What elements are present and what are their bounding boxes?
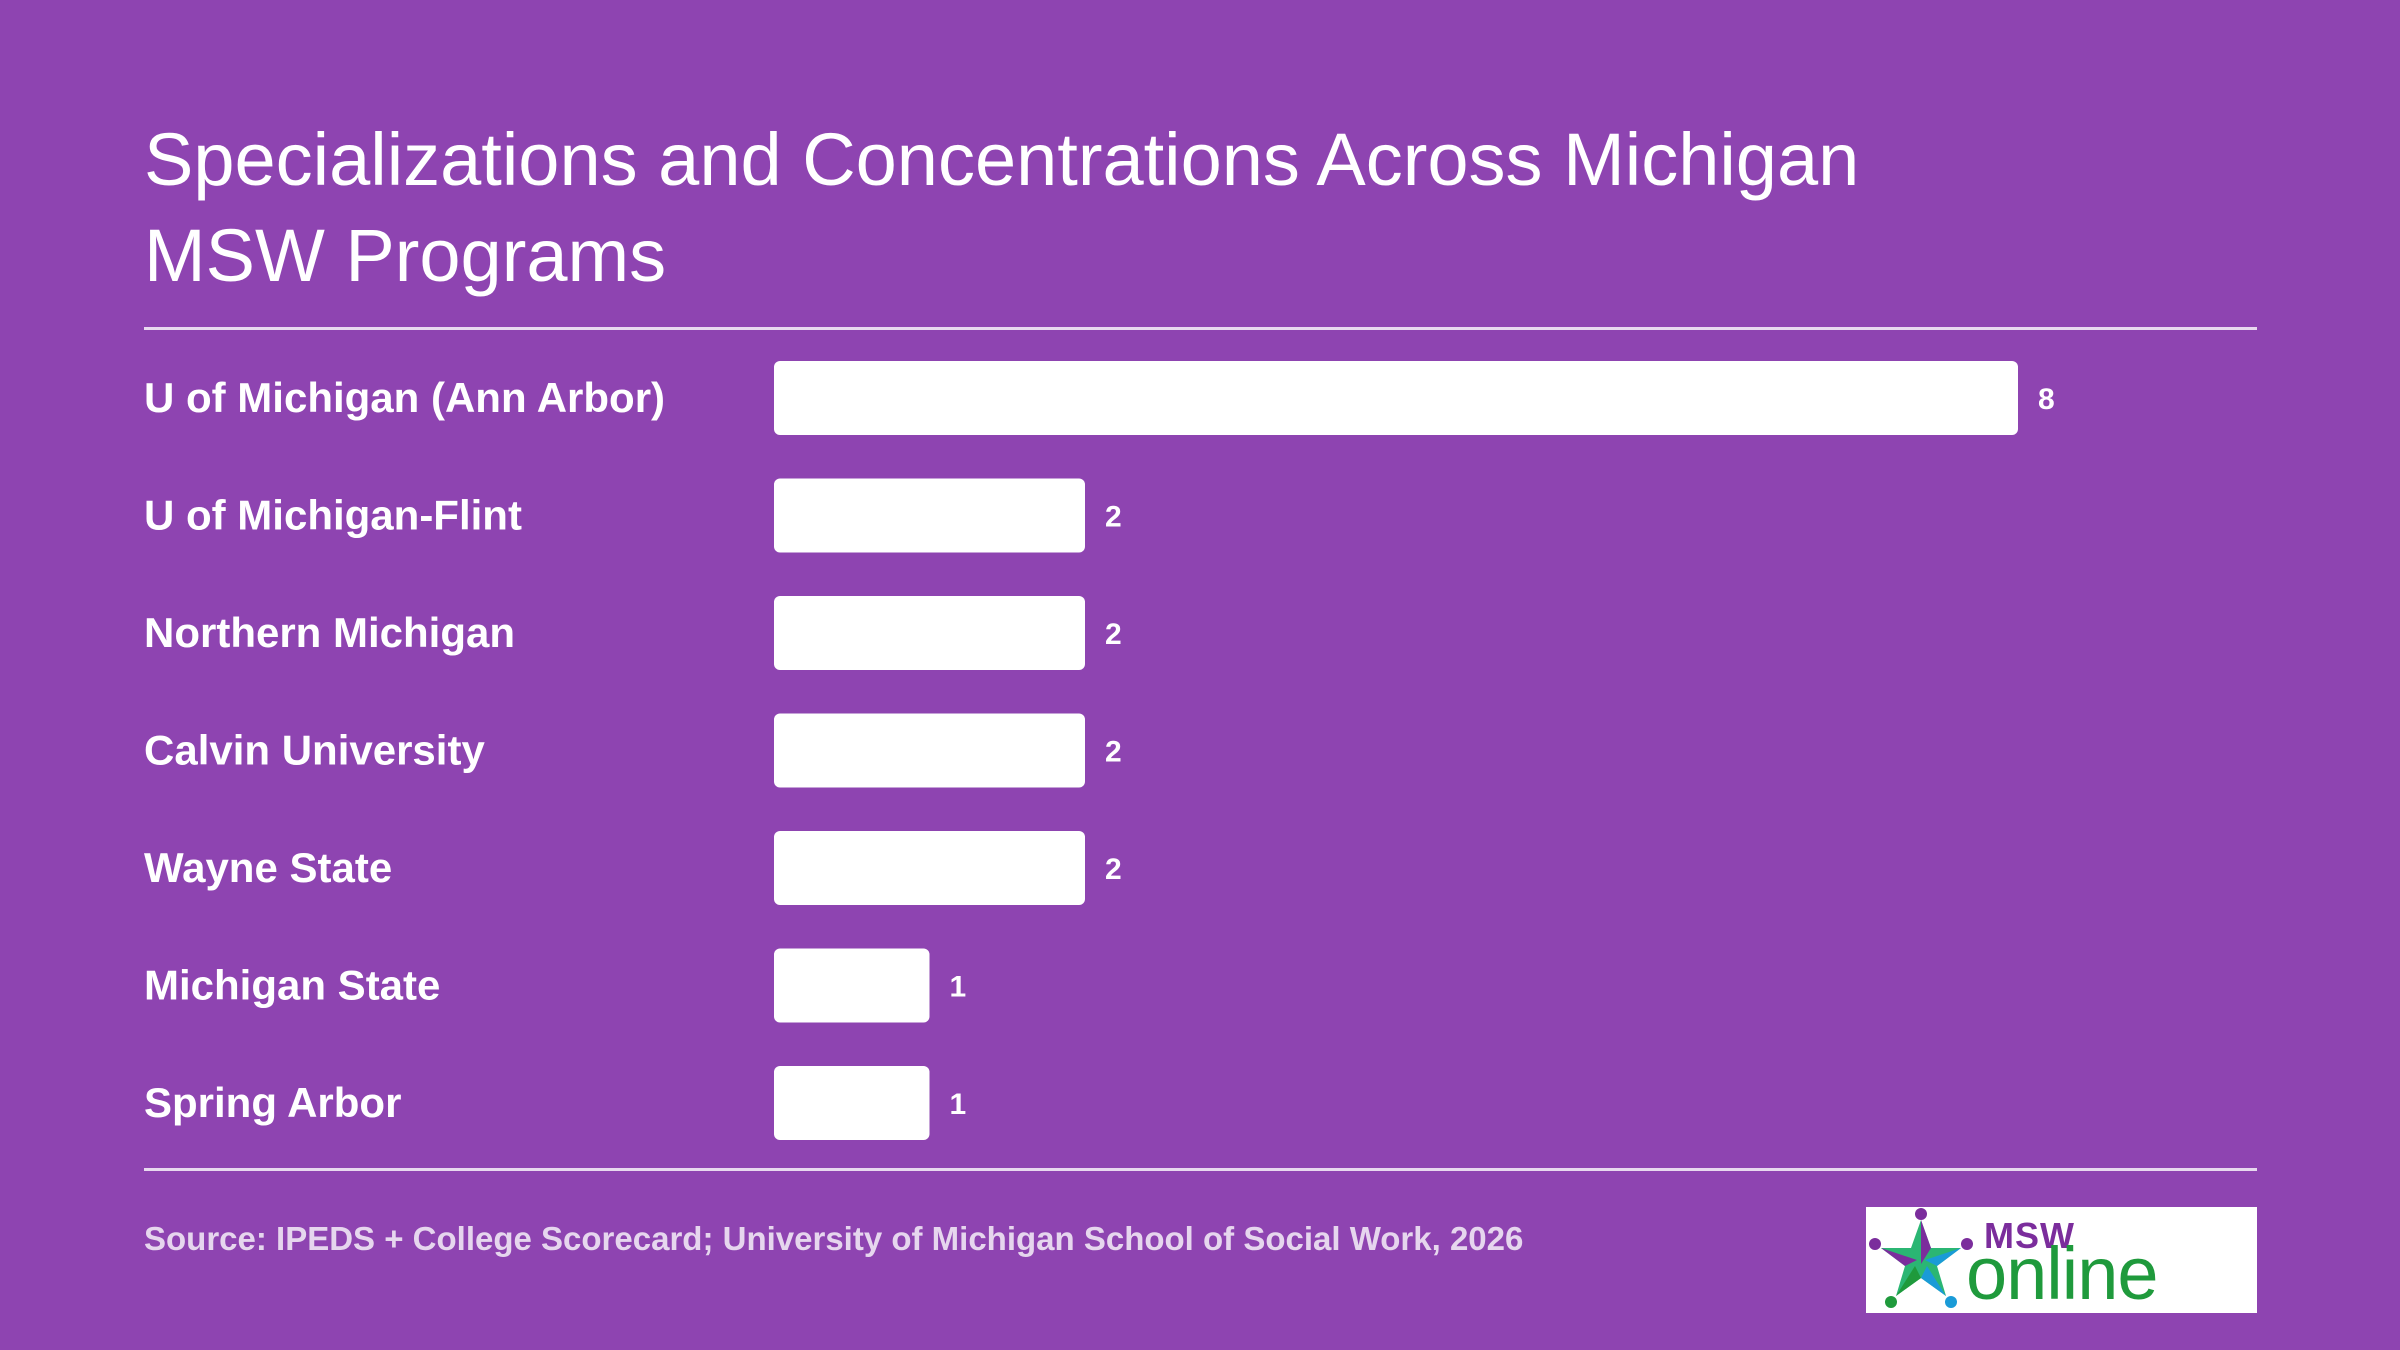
bar-value-label: 1 bbox=[950, 1088, 967, 1121]
bar bbox=[774, 478, 1085, 553]
bar bbox=[774, 361, 2018, 435]
bar bbox=[774, 1066, 930, 1140]
bar-value-label: 8 bbox=[2038, 383, 2055, 416]
bar bbox=[774, 948, 930, 1023]
category-label: U of Michigan-Flint bbox=[144, 492, 522, 539]
category-label: U of Michigan (Ann Arbor) bbox=[144, 374, 665, 421]
chart-title: Specializations and Concentrations Acros… bbox=[144, 118, 1860, 297]
category-label: Northern Michigan bbox=[144, 609, 515, 656]
category-label: Michigan State bbox=[144, 962, 440, 1009]
bar-value-label: 2 bbox=[1105, 853, 1122, 886]
msw-online-logo: MSW online bbox=[1866, 1207, 2257, 1315]
bottom-divider bbox=[144, 1168, 2257, 1171]
bar-value-label: 1 bbox=[950, 971, 967, 1004]
bar bbox=[774, 713, 1085, 788]
top-divider bbox=[144, 327, 2257, 330]
logo-online-text: online bbox=[1966, 1232, 2159, 1315]
logo-msw-text: MSW bbox=[1984, 1215, 2075, 1256]
source-note: Source: IPEDS + College Scorecard; Unive… bbox=[144, 1220, 1524, 1257]
star-people-icon bbox=[1869, 1208, 1973, 1308]
category-label: Calvin University bbox=[144, 727, 485, 774]
bar bbox=[774, 831, 1085, 905]
category-label: Spring Arbor bbox=[144, 1079, 401, 1126]
bar-value-label: 2 bbox=[1105, 618, 1122, 651]
bar bbox=[774, 596, 1085, 670]
category-label: Wayne State bbox=[144, 844, 392, 891]
bar-value-label: 2 bbox=[1105, 736, 1122, 769]
bar-value-label: 2 bbox=[1105, 501, 1122, 534]
